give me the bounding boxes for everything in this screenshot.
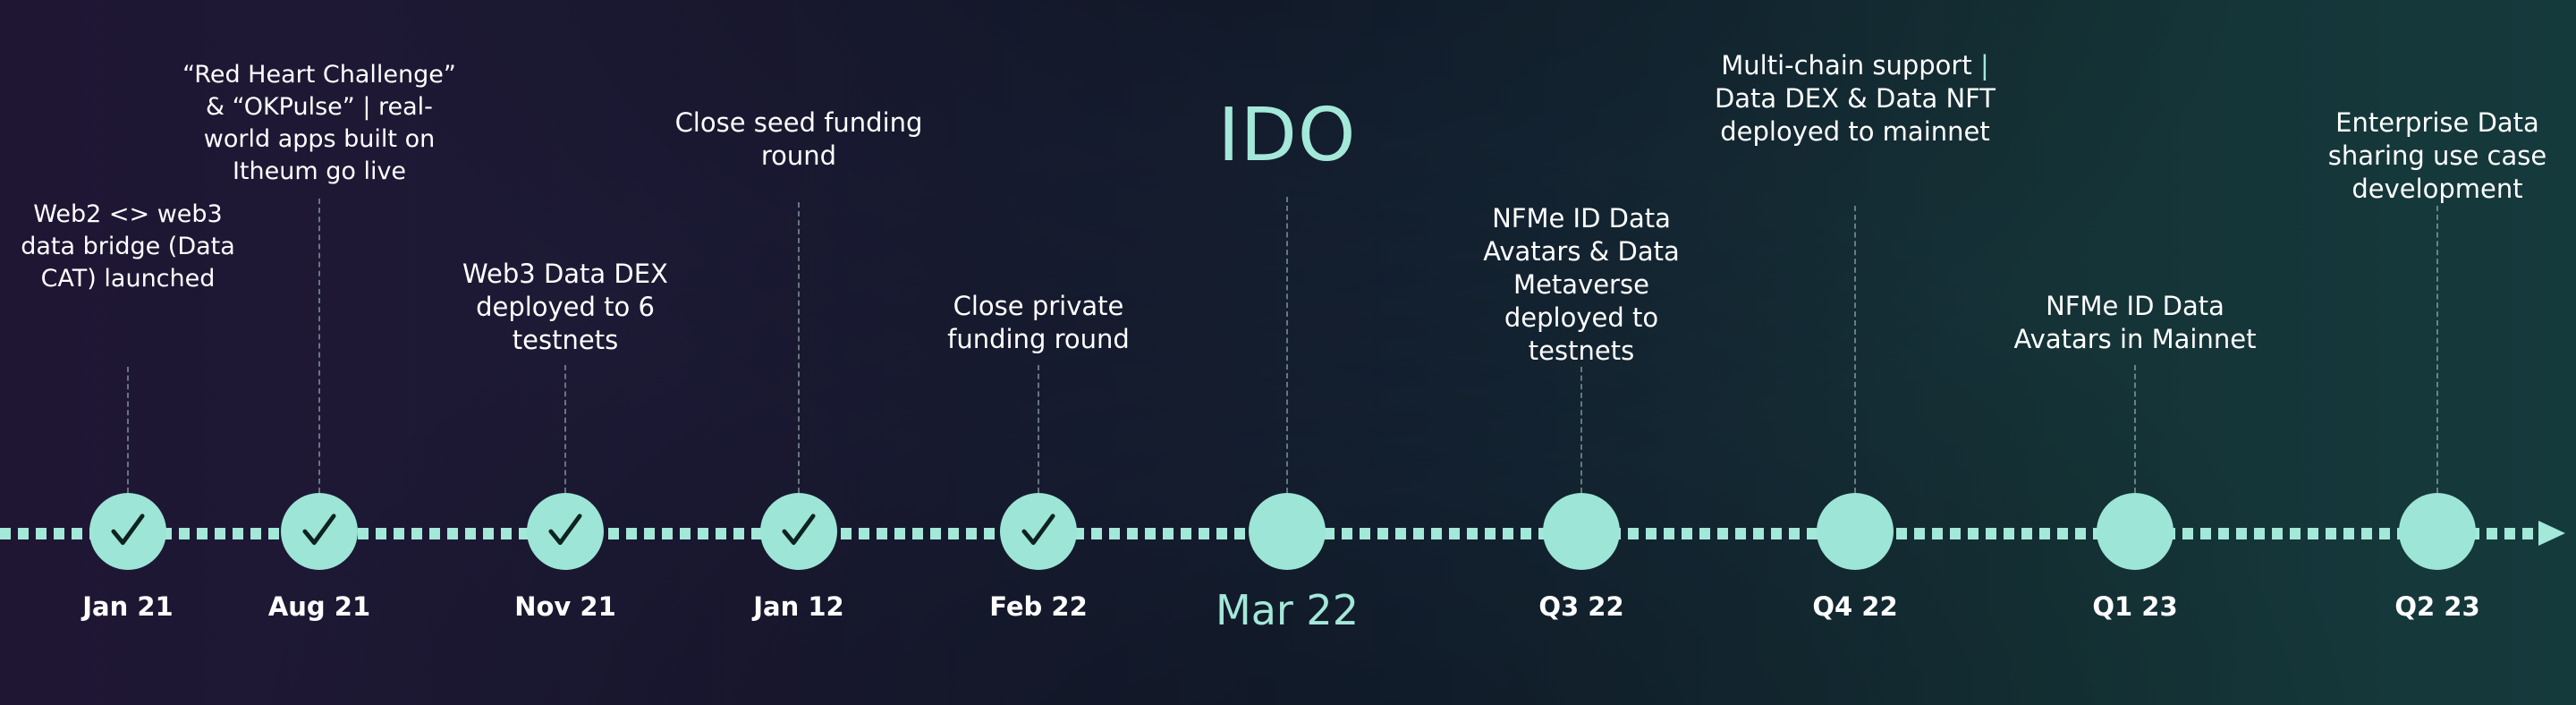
milestone-date: Q3 22 bbox=[1538, 591, 1624, 622]
milestone-label: Close seed funding round bbox=[674, 107, 923, 171]
milestone-stem bbox=[127, 367, 129, 493]
checkmark-icon bbox=[302, 514, 336, 546]
milestone-stem bbox=[564, 365, 566, 493]
milestone-label: Multi-chain support | Data DEX & Data NF… bbox=[1712, 49, 1998, 149]
milestone-label: “Red Heart Challenge” & “OKPulse” | real… bbox=[182, 61, 456, 185]
milestone-label: NFMe ID Data Avatars & Data Metaverse de… bbox=[1483, 203, 1680, 366]
milestone-node bbox=[1543, 493, 1620, 570]
milestone-date: Mar 22 bbox=[1216, 586, 1359, 634]
milestone-node bbox=[527, 493, 604, 570]
milestone-date: Nov 21 bbox=[514, 591, 616, 622]
label-separator: | bbox=[1979, 50, 1989, 81]
milestone-label: NFMe ID Data Avatars in Mainnet bbox=[2013, 291, 2257, 354]
milestone-stem bbox=[1580, 367, 1582, 493]
milestone-stem bbox=[1038, 365, 1039, 493]
milestone-node bbox=[2399, 493, 2476, 570]
ido-label: IDO bbox=[1217, 93, 1357, 178]
milestone-stem bbox=[2134, 365, 2136, 493]
label-text-main: Multi-chain support bbox=[1721, 50, 1972, 81]
milestone-label: Web2 <> web3 data bridge (Data CAT) laun… bbox=[21, 200, 235, 293]
milestone-date: Q1 23 bbox=[2092, 591, 2178, 622]
milestone-node bbox=[1817, 493, 1894, 570]
milestone-date: Q2 23 bbox=[2394, 591, 2480, 622]
milestone-label: Enterprise Data sharing use case develop… bbox=[2327, 107, 2547, 204]
label-text-rest: Data DEX & Data NFT deployed to mainnet bbox=[1714, 83, 1996, 147]
timeline-arrowhead bbox=[2538, 521, 2565, 546]
milestone-date: Feb 22 bbox=[989, 591, 1088, 622]
milestone-stem bbox=[318, 199, 320, 493]
milestone-label: Close private funding round bbox=[947, 291, 1130, 354]
milestone-node bbox=[1000, 493, 1077, 570]
checkmark-icon bbox=[548, 514, 582, 546]
checkmark-icon bbox=[782, 514, 816, 546]
milestone-node bbox=[760, 493, 837, 570]
checkmark-icon bbox=[1021, 514, 1055, 546]
milestone-node bbox=[1249, 493, 1326, 570]
milestone-node bbox=[2097, 493, 2174, 570]
milestone-date: Jan 12 bbox=[753, 591, 844, 622]
milestone-date: Q4 22 bbox=[1812, 591, 1898, 622]
milestone-date: Jan 21 bbox=[82, 591, 174, 622]
milestone-stem bbox=[1854, 206, 1856, 493]
milestone-stem bbox=[798, 202, 800, 493]
milestone-stem bbox=[1286, 197, 1288, 493]
checkmark-icon bbox=[111, 514, 145, 546]
milestone-stem bbox=[2436, 206, 2438, 493]
milestone-node bbox=[281, 493, 358, 570]
milestone-node bbox=[89, 493, 166, 570]
milestone-label: Web3 Data DEX deployed to 6 testnets bbox=[462, 259, 668, 355]
milestone-date: Aug 21 bbox=[267, 591, 371, 622]
